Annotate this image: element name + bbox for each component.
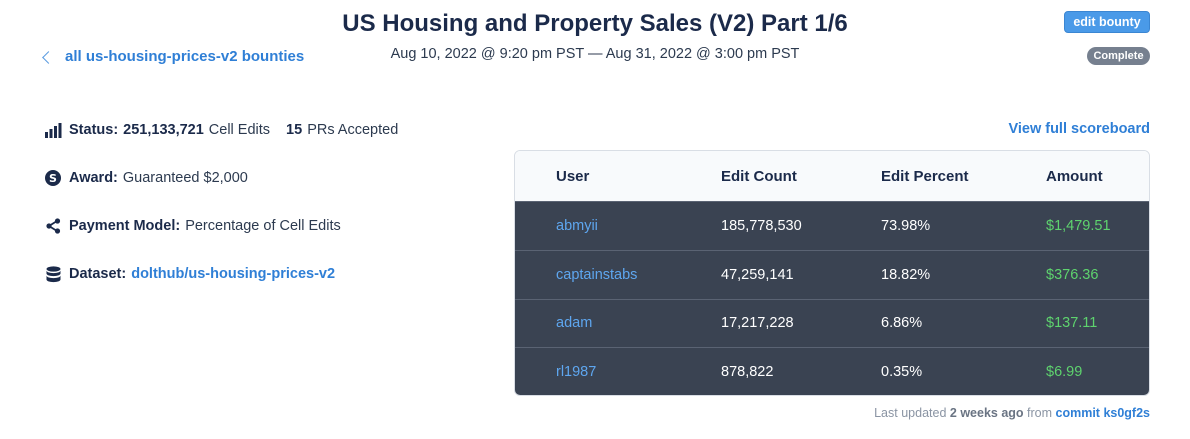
user-link[interactable]: adam	[556, 315, 593, 332]
award-value: Guaranteed $2,000	[122, 170, 248, 186]
commit-link[interactable]: commit ks0gf2s	[1055, 406, 1150, 420]
back-link-label: all us-housing-prices-v2 bounties	[65, 48, 305, 65]
amount: $6.99	[1046, 364, 1083, 381]
database-icon	[44, 265, 62, 283]
status-label: Status:	[69, 122, 119, 138]
edit-percent: 6.86%	[881, 315, 923, 332]
amount: $137.11	[1046, 315, 1098, 332]
table-row: adam 17,217,228 6.86% $137.11	[515, 298, 1149, 348]
amount: $376.36	[1046, 266, 1099, 283]
dataset-link[interactable]: dolthub/us-housing-prices-v2	[131, 266, 336, 282]
amount: $1,479.51	[1046, 217, 1111, 234]
last-updated-prefix: Last updated	[874, 406, 947, 420]
last-updated-note: Last updated 2 weeks ago from commit ks0…	[874, 406, 1150, 420]
table-row: captainstabs 47,259,141 18.82% $376.36	[515, 249, 1149, 299]
header-edit-percent: Edit Percent	[881, 167, 969, 185]
payment-value: Percentage of Cell Edits	[185, 218, 341, 234]
dataset-label: Dataset:	[69, 266, 127, 282]
bounty-dates: Aug 10, 2022 @ 9:20 pm PST — Aug 31, 202…	[390, 46, 800, 62]
edit-bounty-button[interactable]: edit bounty	[1064, 11, 1150, 33]
edit-percent: 73.98%	[881, 217, 931, 234]
prs-text: PRs Accepted	[307, 122, 399, 138]
table-row: rl1987 878,822 0.35% $6.99	[515, 347, 1149, 395]
share-icon	[44, 217, 62, 235]
edit-percent: 18.82%	[881, 266, 931, 283]
back-to-bounties-link[interactable]: all us-housing-prices-v2 bounties	[42, 48, 305, 65]
svg-text:S: S	[49, 172, 57, 185]
header-edit-count: Edit Count	[721, 167, 797, 185]
last-updated-age: 2 weeks ago	[949, 406, 1024, 420]
user-link[interactable]: captainstabs	[556, 266, 638, 283]
edit-count: 47,259,141	[721, 266, 794, 283]
header-user: User	[556, 167, 590, 185]
edit-count: 17,217,228	[721, 315, 794, 332]
user-link[interactable]: abmyii	[556, 217, 598, 234]
bar-chart-icon	[44, 121, 62, 139]
cell-edits-count: 251,133,721	[123, 122, 204, 138]
scoreboard-table: User Edit Count Edit Percent Amount abmy…	[514, 150, 1150, 396]
status-row: Status: 251,133,721 Cell Edits 15 PRs Ac…	[44, 121, 398, 139]
prs-count: 15	[286, 122, 303, 138]
cell-edits-text: Cell Edits	[208, 122, 271, 138]
award-label: Award:	[69, 170, 118, 186]
dataset-row: Dataset: dolthub/us-housing-prices-v2	[44, 265, 335, 283]
edit-percent: 0.35%	[881, 364, 923, 381]
edit-count: 878,822	[721, 364, 774, 381]
payment-label: Payment Model:	[69, 218, 181, 234]
table-header: User Edit Count Edit Percent Amount	[515, 151, 1149, 201]
user-link[interactable]: rl1987	[556, 364, 597, 381]
view-scoreboard-link[interactable]: View full scoreboard	[1008, 121, 1150, 137]
page-title: US Housing and Property Sales (V2) Part …	[342, 10, 848, 37]
last-updated-from: from	[1027, 406, 1053, 420]
award-row: S Award: Guaranteed $2,000	[44, 169, 248, 187]
dollar-circle-icon: S	[44, 169, 62, 187]
table-row: abmyii 185,778,530 73.98% $1,479.51	[515, 201, 1149, 250]
header-amount: Amount	[1046, 167, 1103, 185]
payment-model-row: Payment Model: Percentage of Cell Edits	[44, 217, 341, 235]
edit-count: 185,778,530	[721, 217, 802, 234]
status-badge: Complete	[1087, 47, 1150, 65]
